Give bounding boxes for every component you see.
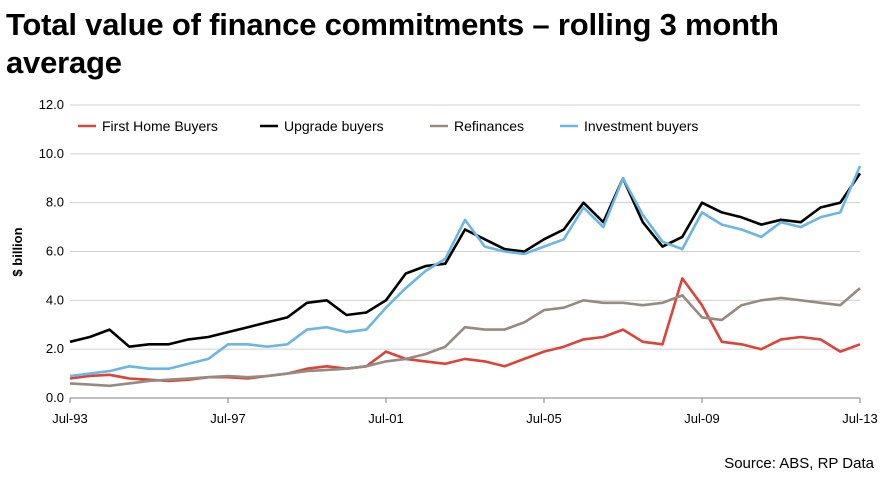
x-tick-label: Jul-01 xyxy=(368,411,403,426)
x-tick-label: Jul-93 xyxy=(52,411,87,426)
gridlines xyxy=(70,104,860,350)
x-axis-ticks: Jul-93 Jul-97 Jul-01 Jul-05 Jul-09 Jul-13 xyxy=(52,398,878,426)
source-note: Source: ABS, RP Data xyxy=(724,455,874,472)
series-line-investment-buyers xyxy=(69,165,862,378)
series-line-first-home-buyers xyxy=(69,277,861,383)
x-tick-label: Jul-09 xyxy=(684,411,719,426)
series-lines xyxy=(69,165,862,388)
y-axis-label: $ billion xyxy=(10,227,25,276)
series-line-refinances xyxy=(69,287,861,388)
series-line-upgrade-buyers xyxy=(69,172,862,349)
y-axis-ticks: 0.0 2.0 4.0 6.0 8.0 10.0 12.0 xyxy=(39,97,64,405)
legend-label: First Home Buyers xyxy=(102,118,218,134)
y-tick-label: 12.0 xyxy=(39,97,64,112)
y-tick-label: 6.0 xyxy=(46,244,64,259)
y-tick-label: 10.0 xyxy=(39,146,64,161)
legend-label: Refinances xyxy=(454,118,524,134)
legend-label: Upgrade buyers xyxy=(284,118,384,134)
legend-label: Investment buyers xyxy=(584,118,698,134)
y-tick-label: 8.0 xyxy=(46,195,64,210)
legend: First Home Buyers Upgrade buyers Refinance… xyxy=(78,118,698,134)
x-tick-label: Jul-13 xyxy=(842,411,877,426)
x-tick-label: Jul-97 xyxy=(210,411,245,426)
y-tick-label: 2.0 xyxy=(46,341,64,356)
x-tick-label: Jul-05 xyxy=(526,411,561,426)
y-tick-label: 4.0 xyxy=(46,292,64,307)
chart-title: Total value of finance commitments – rol… xyxy=(6,7,779,80)
y-tick-label: 0.0 xyxy=(46,390,64,405)
